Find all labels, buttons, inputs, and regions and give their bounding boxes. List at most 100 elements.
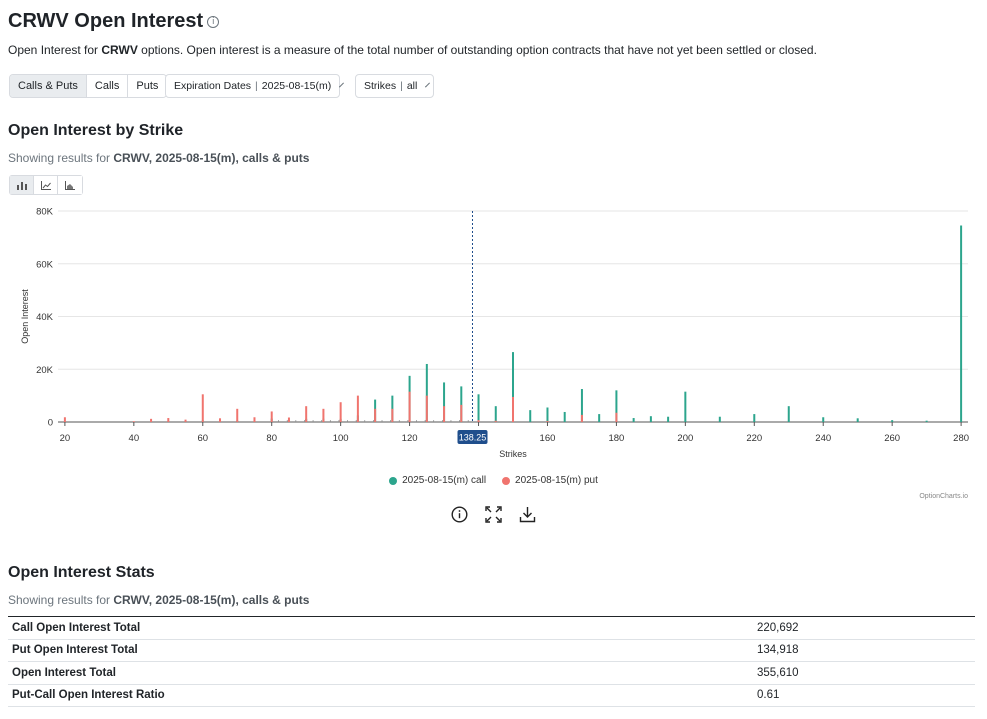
- call-bar: [598, 414, 601, 422]
- x-tick-label: 60: [197, 433, 208, 444]
- x-tick-label: 20: [60, 433, 71, 444]
- stats-table: Call Open Interest Total 220,692 Put Ope…: [8, 616, 975, 707]
- legend-put-label: 2025-08-15(m) put: [515, 475, 598, 486]
- chevron-down-icon: [339, 82, 345, 87]
- call-bar: [632, 418, 635, 422]
- expiration-separator: |: [255, 80, 258, 92]
- put-bar: [494, 420, 497, 422]
- stat-label: Call Open Interest Total: [12, 621, 141, 634]
- stats-showing-prefix: Showing results for: [8, 593, 114, 607]
- stat-value: 220,692: [757, 621, 799, 634]
- intro-suffix: options. Open interest is a measure of t…: [137, 43, 817, 57]
- bar-chart-icon[interactable]: [10, 176, 34, 194]
- stats-showing-text: Showing results for CRWV, 2025-08-15(m),…: [8, 593, 309, 607]
- intro-ticker: CRWV: [101, 43, 138, 57]
- calls-puts-button[interactable]: Calls & Puts: [10, 75, 87, 97]
- call-bar: [753, 414, 756, 422]
- put-bar: [63, 417, 66, 422]
- open-interest-chart[interactable]: 020K40K60K80K204060801001201401601802002…: [0, 200, 987, 465]
- call-bar: [718, 416, 721, 422]
- legend-put-marker: [502, 476, 511, 485]
- intro-prefix: Open Interest for: [8, 43, 102, 57]
- area-chart-icon[interactable]: [58, 176, 82, 194]
- call-bar: [891, 420, 894, 422]
- x-tick-label: 240: [815, 433, 831, 444]
- x-tick-label: 280: [953, 433, 969, 444]
- table-row: Put-Call Open Interest Ratio 0.61: [8, 684, 975, 707]
- current-price-badge: [457, 430, 488, 444]
- call-bar: [667, 416, 670, 422]
- chevron-down-icon: [425, 82, 431, 87]
- expiration-label: Expiration Dates: [174, 80, 252, 92]
- call-bar: [649, 416, 652, 422]
- call-bar: [580, 389, 583, 422]
- y-tick-label: 60K: [36, 259, 54, 270]
- put-bar: [408, 391, 411, 422]
- expiration-value: 2025-08-15(m): [261, 80, 332, 92]
- strikes-separator: |: [400, 80, 403, 92]
- x-tick-label: 220: [746, 433, 762, 444]
- stats-section-title: Open Interest Stats: [8, 564, 155, 581]
- x-tick-label: 160: [540, 433, 556, 444]
- puts-button[interactable]: Puts: [128, 75, 167, 97]
- legend-item-call[interactable]: 2025-08-15(m) call: [389, 475, 486, 486]
- put-bar: [356, 395, 359, 422]
- put-bar: [512, 396, 514, 422]
- page-title: CRWV Open Interest i: [8, 10, 220, 33]
- x-tick-label: 200: [677, 433, 693, 444]
- strikes-dropdown[interactable]: Strikes | all: [355, 74, 434, 98]
- call-bar: [787, 406, 790, 422]
- put-bar: [339, 402, 342, 422]
- info-icon[interactable]: i: [207, 15, 220, 28]
- legend-item-put[interactable]: 2025-08-15(m) put: [502, 475, 598, 486]
- call-bar: [960, 225, 963, 422]
- expiration-dates-dropdown[interactable]: Expiration Dates | 2025-08-15(m): [165, 74, 345, 98]
- call-bar: [494, 406, 497, 422]
- stat-label: Put-Call Open Interest Ratio: [12, 689, 165, 702]
- put-bar: [219, 418, 222, 422]
- expand-icon[interactable]: [482, 503, 504, 525]
- call-bar: [477, 394, 480, 422]
- download-icon[interactable]: [516, 503, 538, 525]
- calls-button[interactable]: Calls: [86, 75, 129, 97]
- put-bar: [305, 406, 308, 422]
- call-bar: [684, 391, 687, 422]
- page-title-text: CRWV Open Interest: [8, 10, 204, 32]
- put-bar: [287, 417, 290, 422]
- put-bar: [580, 414, 583, 422]
- info-icon[interactable]: [448, 503, 470, 525]
- stat-label: Open Interest Total: [12, 666, 116, 679]
- y-tick-label: 0: [48, 418, 53, 429]
- put-bar: [184, 419, 187, 422]
- stat-value: 134,918: [757, 644, 799, 657]
- legend-call-label: 2025-08-15(m) call: [402, 475, 487, 486]
- call-bar: [443, 382, 446, 422]
- x-tick-label: 80: [266, 433, 277, 444]
- line-chart-icon[interactable]: [34, 176, 58, 194]
- y-tick-label: 20K: [36, 365, 54, 376]
- put-bar: [167, 418, 170, 422]
- put-bar: [615, 412, 618, 422]
- x-tick-label: 120: [402, 433, 418, 444]
- put-bar: [477, 420, 480, 422]
- call-bar: [546, 407, 549, 422]
- call-bar: [460, 386, 463, 422]
- option-type-toggle: Calls & Puts Calls Puts: [9, 74, 168, 98]
- call-bar: [563, 411, 566, 422]
- put-bar: [253, 417, 256, 422]
- put-bar: [236, 408, 239, 422]
- stat-value: 0.61: [757, 689, 780, 702]
- put-bar: [150, 418, 153, 422]
- strikes-value: all: [406, 80, 418, 92]
- stat-value: 355,610: [757, 666, 799, 679]
- table-row: Open Interest Total 355,610: [8, 661, 975, 685]
- put-bar: [132, 421, 135, 422]
- call-bar: [925, 420, 928, 422]
- x-tick-label: 260: [884, 433, 900, 444]
- y-tick-label: 40K: [36, 312, 54, 323]
- stat-label: Put Open Interest Total: [12, 644, 138, 657]
- y-axis-title: Open Interest: [20, 289, 30, 344]
- current-price-label: 138.25: [459, 433, 487, 443]
- put-bar: [391, 408, 394, 422]
- put-bar: [425, 395, 428, 422]
